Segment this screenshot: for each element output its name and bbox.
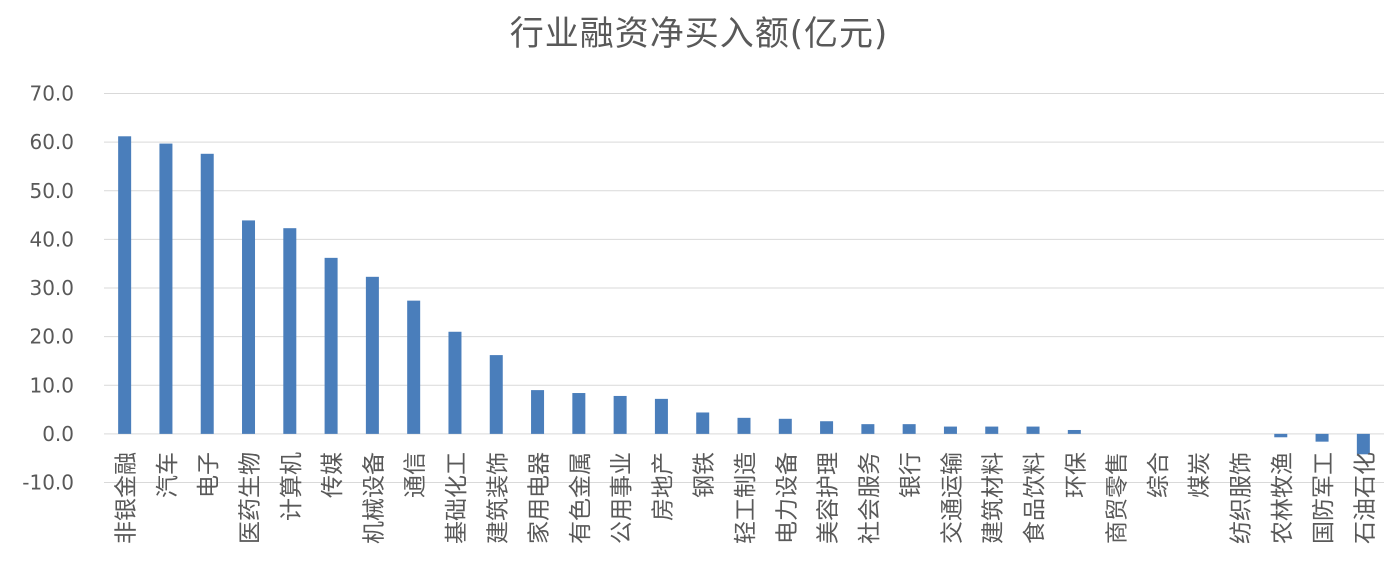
x-tick-label: 家用电器	[527, 452, 553, 544]
bar	[531, 390, 545, 434]
x-tick-label: 农林牧渔	[1270, 452, 1296, 544]
x-tick-label: 建筑装饰	[485, 452, 511, 544]
x-tick-label: 环保	[1063, 452, 1089, 498]
x-tick-label: 轻工制造	[733, 452, 759, 544]
bar	[1026, 426, 1040, 434]
bar	[448, 331, 462, 434]
x-tick-label: 房地产	[650, 452, 676, 521]
x-tick-label: 基础化工	[444, 452, 470, 544]
bar	[654, 398, 668, 434]
bar	[985, 426, 999, 434]
y-tick-label: 10.0	[29, 373, 74, 397]
bar	[778, 418, 792, 434]
bar	[283, 228, 297, 434]
x-tick-label: 公用事业	[609, 452, 635, 544]
bar	[324, 257, 338, 434]
y-tick-label: 60.0	[29, 130, 74, 154]
bar	[159, 143, 173, 434]
x-tick-label: 电子	[196, 452, 222, 498]
x-tick-label: 石油石化	[1352, 452, 1378, 544]
y-tick-label: 70.0	[29, 82, 74, 106]
bar	[118, 136, 132, 434]
chart-title: 行业融资净买入额(亿元)	[509, 14, 889, 54]
x-tick-label: 有色金属	[568, 452, 594, 544]
x-tick-label: 煤炭	[1187, 452, 1213, 498]
y-tick-label: 30.0	[29, 276, 74, 300]
bar	[1315, 433, 1329, 442]
bar	[572, 393, 586, 434]
x-tick-label: 银行	[898, 452, 924, 498]
x-tick-label: 建筑材料	[981, 452, 1007, 544]
bar	[1274, 433, 1288, 438]
x-tick-label: 食品饮料	[1022, 452, 1048, 544]
bar	[489, 355, 503, 434]
x-tick-label: 通信	[403, 452, 429, 498]
gridlines	[104, 93, 1384, 483]
x-axis-labels: 非银金融 汽车 电子 医药生物 计算机 传媒 机械设备 通信 基础化工 建筑装饰 家用电器 有色金属公…	[114, 452, 1379, 544]
x-tick-label: 商贸零售	[1105, 452, 1131, 544]
x-tick-label: 社会服务	[857, 452, 883, 544]
x-tick-label: 纺织服饰	[1228, 452, 1254, 544]
bar	[407, 300, 421, 434]
y-tick-label: 40.0	[29, 227, 74, 251]
x-tick-label: 综合	[1146, 452, 1172, 498]
x-tick-label: 医药生物	[238, 452, 264, 544]
bar	[861, 424, 875, 434]
bar	[365, 276, 379, 434]
x-tick-label: 电力设备	[774, 452, 800, 544]
x-tick-label: 交通运输	[939, 452, 965, 544]
x-tick-label: 汽车	[155, 452, 181, 498]
bar	[943, 426, 957, 434]
x-tick-label: 国防军工	[1311, 452, 1337, 544]
x-tick-label: 计算机	[279, 452, 305, 521]
bar	[1356, 433, 1370, 455]
y-tick-label: 0.0	[42, 422, 74, 446]
bar	[737, 417, 751, 434]
bar	[696, 412, 710, 434]
y-tick-label: 20.0	[29, 325, 74, 349]
bar	[242, 220, 256, 434]
x-tick-label: 传媒	[320, 452, 346, 498]
bar	[1067, 429, 1081, 434]
bar	[820, 421, 834, 434]
bar	[613, 395, 627, 434]
y-tick-label: 50.0	[29, 179, 74, 203]
x-tick-label: 非银金融	[114, 452, 140, 544]
bar	[902, 424, 916, 434]
bar	[200, 153, 214, 434]
x-tick-label: 机械设备	[361, 452, 387, 544]
y-axis-ticks: 70.0 60.0 50.0 40.0 30.0 20.0 10.0 0.0 -10.0	[22, 82, 74, 495]
bars	[118, 136, 1370, 455]
y-tick-label: -10.0	[22, 471, 74, 495]
x-tick-label: 钢铁	[692, 452, 718, 498]
x-tick-label: 美容护理	[816, 452, 842, 544]
